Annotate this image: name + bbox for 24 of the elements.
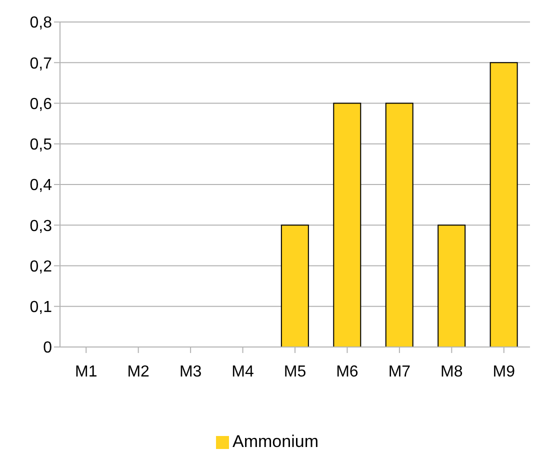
x-tick-label: M8 xyxy=(440,363,463,380)
y-tick-label: 0,4 xyxy=(30,177,52,194)
bar xyxy=(438,224,466,347)
y-tick-label: 0,8 xyxy=(30,14,52,32)
x-tick-label: M5 xyxy=(284,363,306,380)
x-tick-label: M6 xyxy=(336,363,358,380)
y-tick-label: 0,5 xyxy=(30,136,52,154)
bar xyxy=(333,102,362,347)
x-tick-label: M3 xyxy=(179,363,202,380)
y-tick-label: 0,2 xyxy=(30,258,52,276)
bar xyxy=(490,62,518,347)
bar xyxy=(385,102,414,347)
y-tick-label: 0,3 xyxy=(30,218,52,235)
x-tick-label: M2 xyxy=(127,363,150,380)
x-tick-label: M9 xyxy=(492,363,516,380)
y-tick-label: 0,6 xyxy=(30,96,52,113)
x-tick-label: M4 xyxy=(232,363,254,380)
bar xyxy=(280,224,309,347)
y-tick-label: 0,1 xyxy=(30,299,52,316)
y-tick-label: 0,7 xyxy=(30,55,52,72)
x-tick-label: M1 xyxy=(74,363,98,380)
x-tick-label: M7 xyxy=(388,363,411,380)
y-tick-label: 0 xyxy=(43,340,52,357)
legend-label: Ammonium xyxy=(232,432,318,451)
